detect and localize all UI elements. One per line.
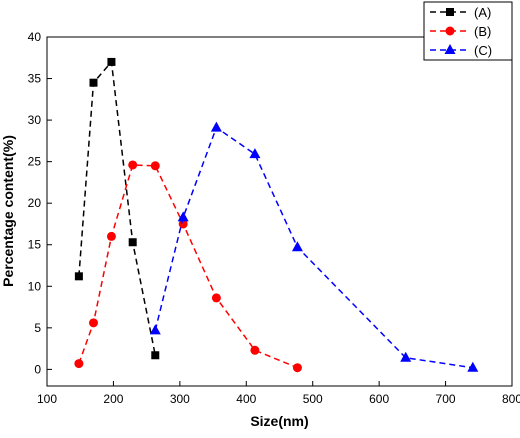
data-point <box>211 293 221 303</box>
series-layer <box>74 57 479 373</box>
y-axis-title: Percentage content(%) <box>0 135 16 287</box>
x-tick-label: 200 <box>103 392 123 406</box>
x-tick-label: 100 <box>37 392 57 406</box>
data-point <box>467 361 479 372</box>
legend-label: (A) <box>474 5 491 20</box>
y-tick-label: 15 <box>28 238 42 252</box>
legend-label: (C) <box>474 43 492 58</box>
plot-frame <box>46 36 513 387</box>
series-line <box>154 126 473 369</box>
data-point <box>151 351 160 360</box>
series-1 <box>74 57 160 360</box>
x-tick-label: 300 <box>170 392 190 406</box>
data-point <box>210 121 222 132</box>
data-point <box>107 57 116 66</box>
y-tick-label: 35 <box>28 72 42 86</box>
data-point <box>291 241 303 252</box>
data-point <box>128 160 138 170</box>
x-tick-label: 400 <box>236 392 256 406</box>
data-point <box>292 363 302 373</box>
data-point <box>150 161 160 171</box>
legend: (A) (B) (C) <box>423 1 513 61</box>
axis-ticks: 100 200 300 400 500 600 700 800 0 5 10 15 20 25 30 35 40 <box>28 30 520 406</box>
data-point <box>74 359 84 369</box>
series-line <box>78 164 298 369</box>
x-axis-title: Size(nm) <box>250 413 308 429</box>
data-point <box>250 345 260 355</box>
series-2 <box>74 160 302 373</box>
y-tick-label: 20 <box>28 196 42 210</box>
data-point <box>149 324 161 335</box>
data-point <box>74 272 83 281</box>
y-tick-label: 0 <box>34 362 41 376</box>
y-tick-label: 5 <box>34 321 41 335</box>
legend-label: (B) <box>474 24 491 39</box>
data-point <box>89 78 98 87</box>
data-point <box>177 211 189 222</box>
series-line <box>78 60 157 356</box>
y-tick-label: 30 <box>28 113 42 127</box>
legend-marker <box>445 26 455 36</box>
x-tick-label: 600 <box>369 392 389 406</box>
y-tick-label: 10 <box>28 279 42 293</box>
x-tick-label: 500 <box>303 392 323 406</box>
data-point <box>128 238 137 247</box>
x-tick-label: 800 <box>502 392 520 406</box>
y-tick-label: 40 <box>28 30 42 44</box>
legend-box <box>423 1 513 61</box>
x-tick-label: 700 <box>436 392 456 406</box>
data-point <box>178 219 188 229</box>
legend-marker <box>444 44 456 54</box>
data-point <box>106 231 116 241</box>
data-point <box>249 148 261 159</box>
data-point <box>89 318 98 328</box>
series-3 <box>149 121 479 372</box>
data-point <box>400 351 412 362</box>
legend-marker <box>446 8 454 16</box>
y-tick-label: 25 <box>28 155 42 169</box>
